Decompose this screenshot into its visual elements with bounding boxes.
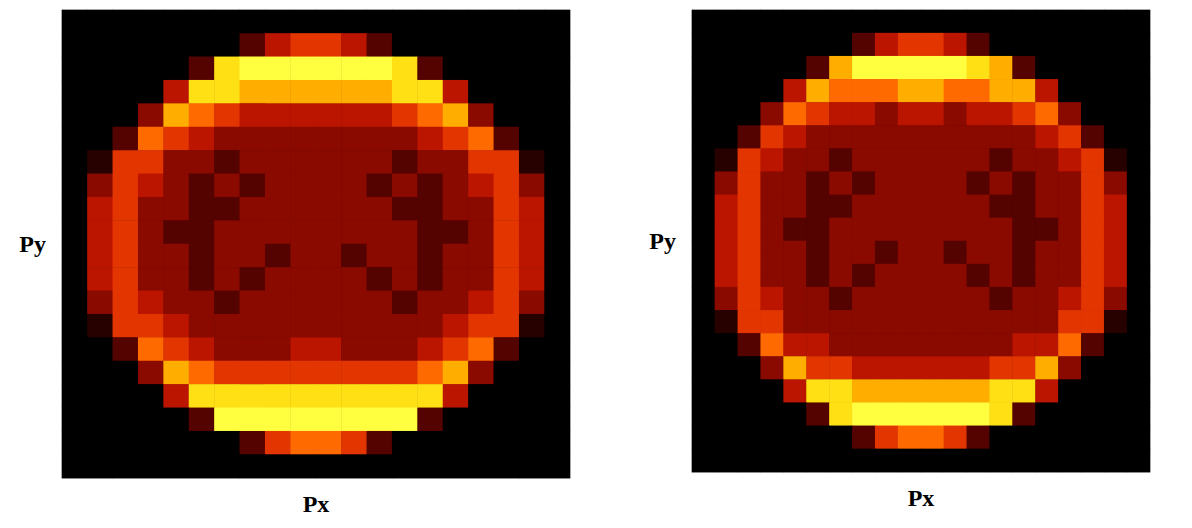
svg-text:Py: Py <box>19 231 46 257</box>
svg-text:Px: Px <box>908 485 935 511</box>
svg-text:Px: Px <box>303 491 330 517</box>
svg-text:Py: Py <box>649 228 676 254</box>
